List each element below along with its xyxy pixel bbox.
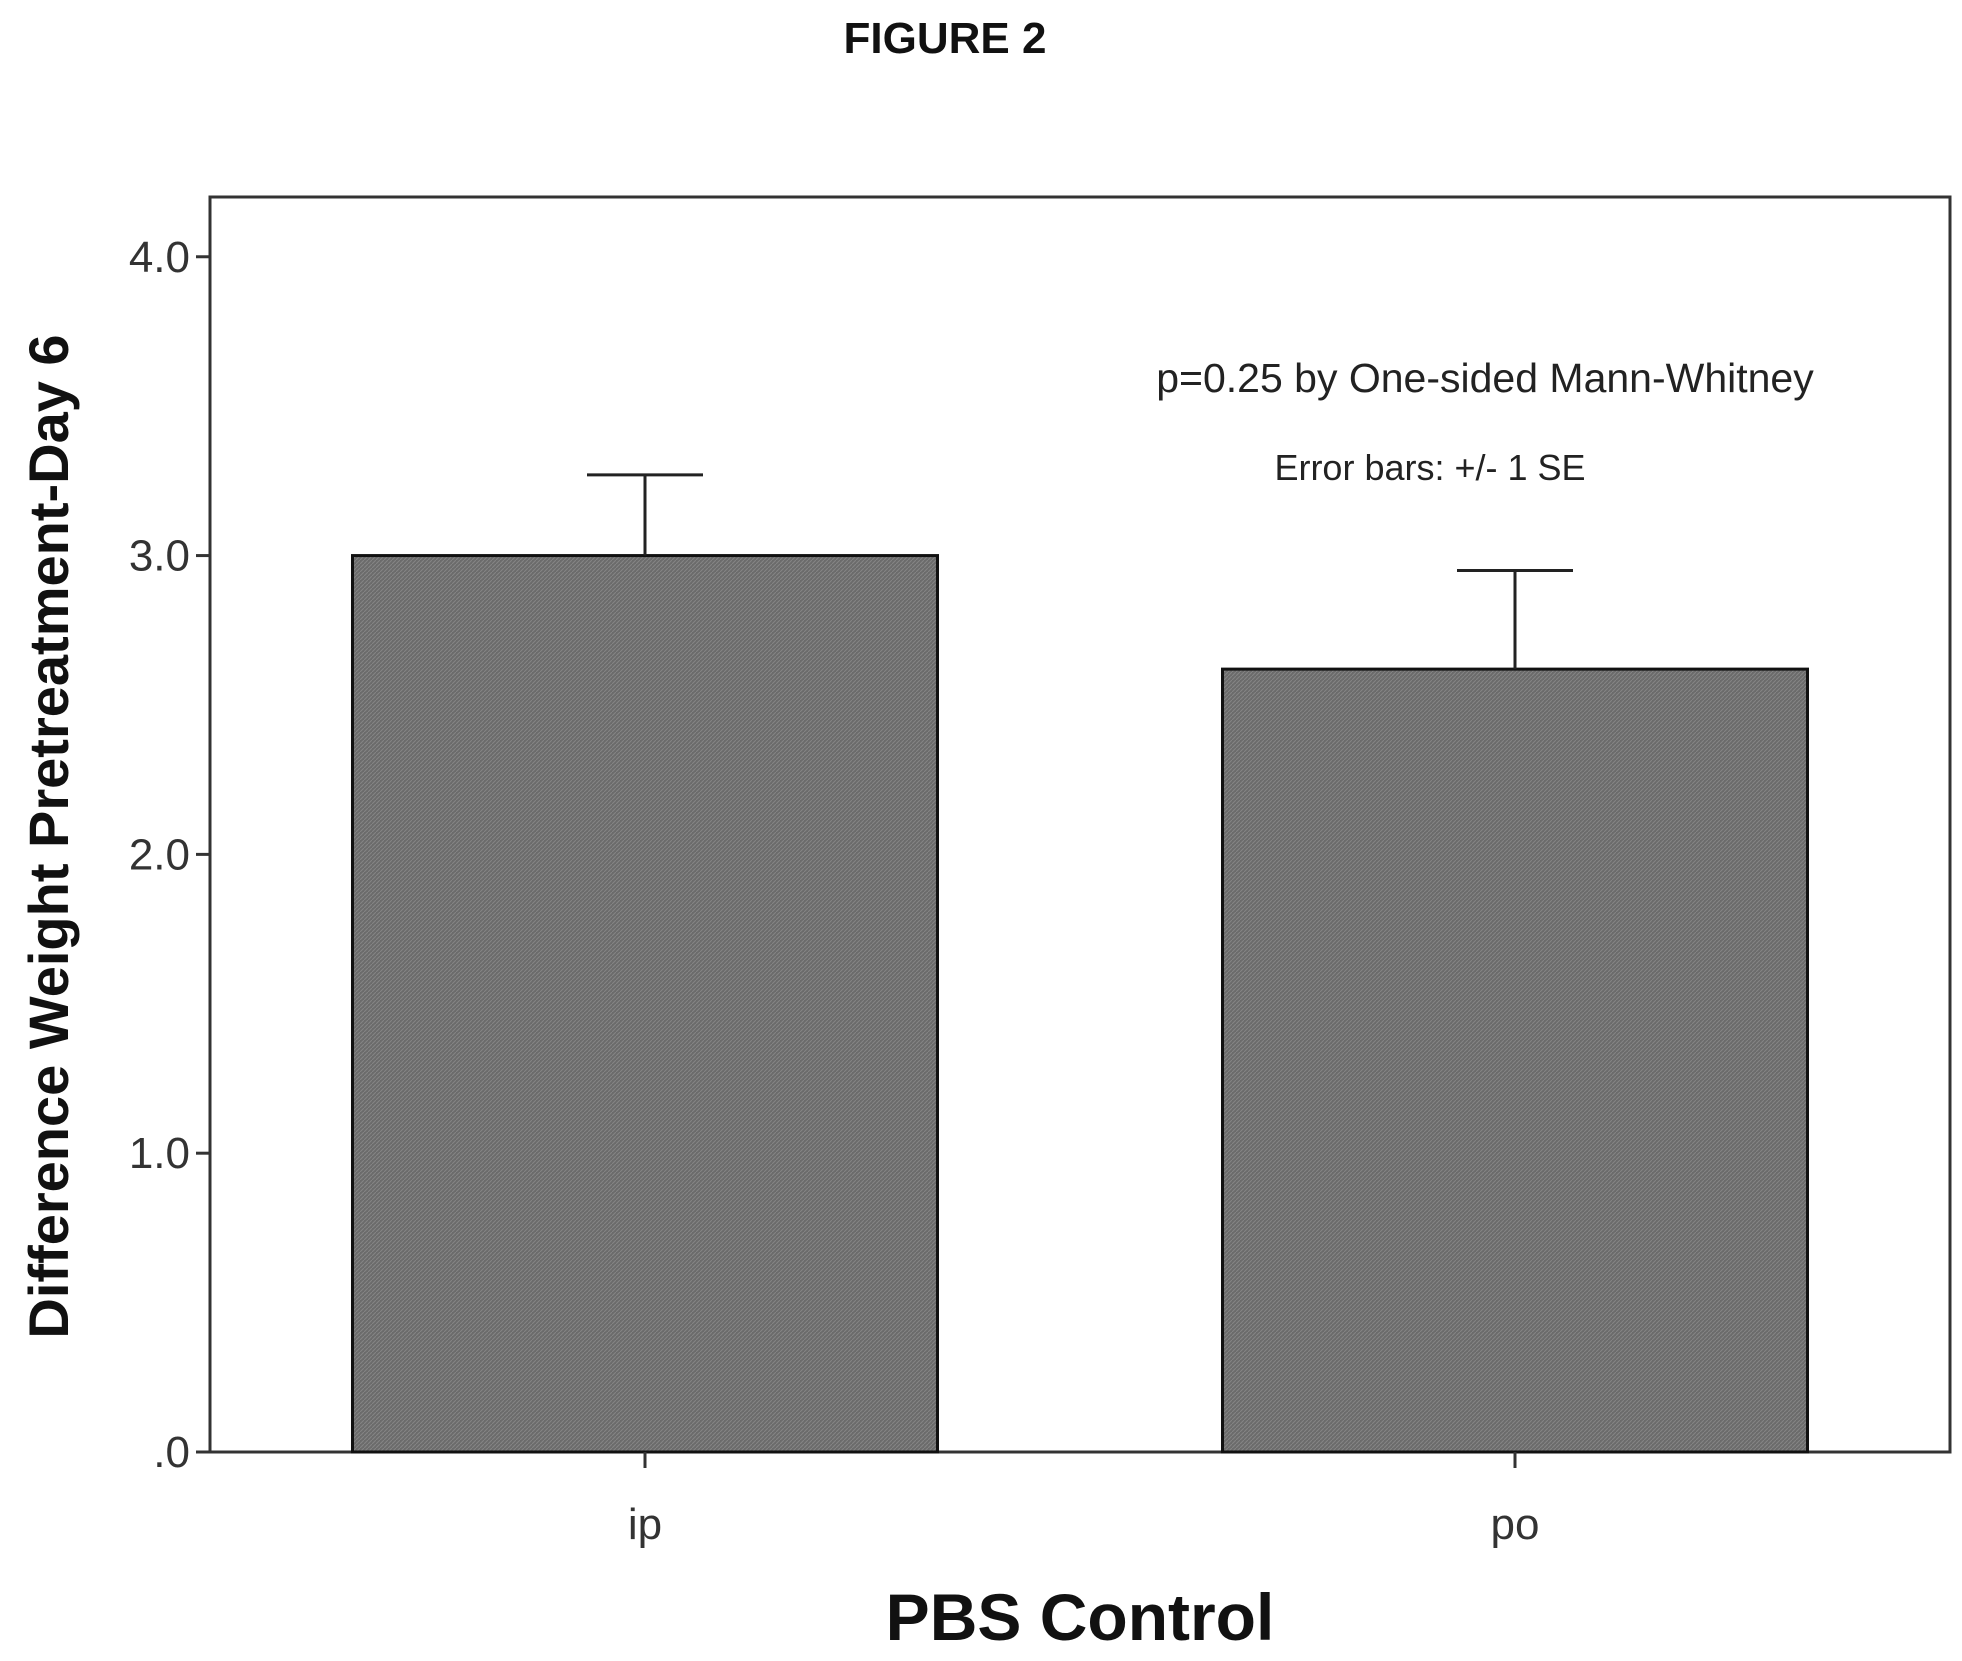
plot-frame	[208, 195, 1952, 1454]
y-tick-label: 4.0	[129, 233, 190, 282]
y-tick-label: 2.0	[129, 830, 190, 879]
y-tick-label: .0	[153, 1428, 190, 1477]
annotation-pvalue: p=0.25 by One-sided Mann-Whitney	[1156, 355, 1814, 401]
x-tick-label: po	[1491, 1500, 1540, 1549]
y-tick-label: 1.0	[129, 1129, 190, 1178]
annotation-error-bars: Error bars: +/- 1 SE	[1274, 447, 1585, 488]
y-axis-title: Difference Weight Pretreatment-Day 6	[17, 334, 80, 1338]
y-tick-label: 3.0	[129, 532, 190, 581]
figure-title: FIGURE 2	[843, 14, 1047, 63]
x-axis-title: PBS Control	[886, 1580, 1275, 1654]
bar	[1221, 667, 1809, 1454]
x-tick-label: ip	[628, 1500, 662, 1549]
bar	[351, 554, 939, 1454]
